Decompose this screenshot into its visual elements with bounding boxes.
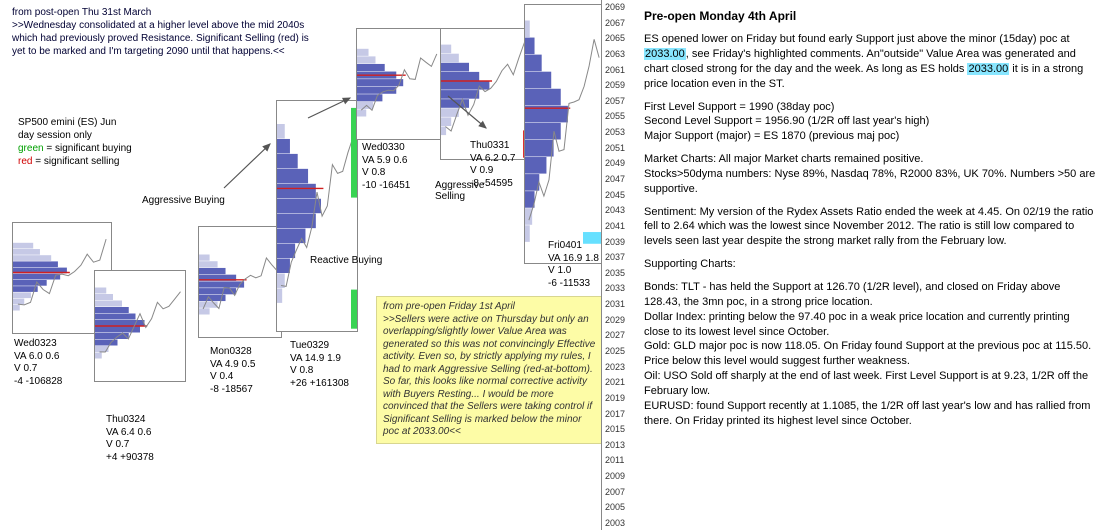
price-tick: 2025 <box>605 346 625 356</box>
right-p5: Supporting Charts: <box>644 257 1098 272</box>
chart-label-wed0330: Wed0330 VA 5.9 0.6 V 0.8 -10 -16451 <box>362 142 410 192</box>
price-tick: 2015 <box>605 424 625 434</box>
price-tick: 2003 <box>605 518 625 528</box>
chart-legend: SP500 emini (ES) Jun day session only gr… <box>18 116 132 168</box>
price-tick: 2013 <box>605 440 625 450</box>
profile-chart-thu0324 <box>94 270 186 382</box>
right-title: Pre-open Monday 4th April <box>644 8 1098 24</box>
chart-label-mon0328: Mon0328 VA 4.9 0.5 V 0.4 -8 -18567 <box>210 346 255 396</box>
legend-green-desc: = significant buying <box>44 143 132 154</box>
chart-label-wed0323: Wed0323 VA 6.0 0.6 V 0.7 -4 -106828 <box>14 338 62 388</box>
profile-chart-fri0401 <box>524 4 604 264</box>
price-tick: 2047 <box>605 174 625 184</box>
legend-green: green <box>18 143 44 154</box>
profile-chart-tue0329 <box>276 100 358 332</box>
price-highlight: 2033.00 <box>967 63 1009 75</box>
yellow-commentary: from pre-open Friday 1st April >>Sellers… <box>376 296 606 444</box>
right-p6: Bonds: TLT - has held the Support at 126… <box>644 280 1098 428</box>
price-tick: 2053 <box>605 127 625 137</box>
legend-line1: SP500 emini (ES) Jun <box>18 116 132 129</box>
right-p3: Market Charts: All major Market charts r… <box>644 152 1098 197</box>
price-tick: 2011 <box>605 455 624 465</box>
price-tick: 2035 <box>605 268 625 278</box>
price-tick: 2065 <box>605 33 625 43</box>
price-tick: 2069 <box>605 2 625 12</box>
price-tick: 2063 <box>605 49 625 59</box>
price-tick: 2009 <box>605 471 625 481</box>
annotation-label: Aggressive Selling <box>435 180 484 202</box>
annotation-label: Reactive Buying <box>310 255 382 266</box>
price-tick: 2067 <box>605 18 625 28</box>
price-axis: 2069 2067 2065 2063 2061 2059 2057 2055 2053 2051… <box>601 0 634 530</box>
price-tick: 2005 <box>605 502 625 512</box>
price-tick: 2031 <box>605 299 625 309</box>
price-tick: 2039 <box>605 237 625 247</box>
price-tick: 2043 <box>605 205 625 215</box>
price-tick: 2055 <box>605 111 625 121</box>
price-tick: 2017 <box>605 409 625 419</box>
right-p2: First Level Support = 1990 (38day poc) S… <box>644 100 1098 145</box>
price-tick: 2027 <box>605 330 625 340</box>
price-tick: 2033 <box>605 283 625 293</box>
price-tick: 2041 <box>605 221 625 231</box>
profile-chart-wed0330 <box>356 28 442 140</box>
price-highlight: 2033.00 <box>644 48 686 60</box>
price-tick: 2029 <box>605 315 625 325</box>
price-tick: 2021 <box>605 377 625 387</box>
legend-line2: day session only <box>18 129 132 142</box>
price-tick: 2059 <box>605 80 625 90</box>
annotation-label: Aggressive Buying <box>142 195 225 206</box>
right-p4: Sentiment: My version of the Rydex Asset… <box>644 205 1098 250</box>
price-tick: 2007 <box>605 487 625 497</box>
profile-chart-mon0328 <box>198 226 282 338</box>
right-p1: ES opened lower on Friday but found earl… <box>644 32 1098 91</box>
legend-red: red <box>18 156 32 167</box>
price-tick: 2051 <box>605 143 625 153</box>
top-commentary: from post-open Thu 31st March >>Wednesda… <box>12 6 312 58</box>
price-tick: 2019 <box>605 393 625 403</box>
price-tick: 2037 <box>605 252 625 262</box>
price-tick: 2049 <box>605 158 625 168</box>
chart-label-fri0401: Fri0401 VA 16.9 1.8 V 1.0 -6 -11533 <box>548 240 599 290</box>
legend-red-desc: = significant selling <box>32 156 119 167</box>
price-tick: 2061 <box>605 65 625 75</box>
chart-label-tue0329: Tue0329 VA 14.9 1.9 V 0.8 +26 +161308 <box>290 340 349 390</box>
price-tick: 2023 <box>605 362 625 372</box>
chart-label-thu0324: Thu0324 VA 6.4 0.6 V 0.7 +4 +90378 <box>106 414 154 464</box>
price-tick: 2045 <box>605 190 625 200</box>
price-tick: 2057 <box>605 96 625 106</box>
right-pane: Pre-open Monday 4th April ES opened lowe… <box>644 8 1098 436</box>
